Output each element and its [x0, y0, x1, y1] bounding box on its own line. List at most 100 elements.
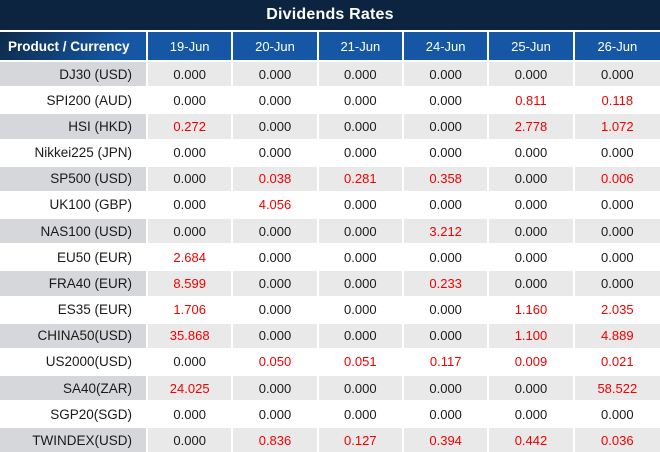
value-cell: 0.000: [574, 245, 660, 272]
value-cell: 0.000: [148, 428, 234, 452]
value-cell: 0.000: [233, 245, 319, 272]
product-cell: EU50 (EUR): [0, 245, 148, 272]
value-cell: 0.000: [403, 140, 490, 167]
column-header-date: 25-Jun: [489, 32, 575, 62]
value-cell: 0.000: [318, 245, 404, 272]
value-cell: 0.000: [233, 402, 319, 429]
column-header-date: 21-Jun: [318, 32, 404, 62]
value-cell: 0.036: [574, 428, 660, 452]
value-cell: 0.811: [489, 88, 575, 115]
value-cell: 0.000: [318, 297, 404, 324]
value-cell: 0.394: [403, 428, 490, 452]
product-cell: Nikkei225 (JPN): [0, 140, 148, 167]
value-cell: 2.778: [489, 114, 575, 141]
value-cell: 0.000: [489, 192, 575, 220]
value-cell: 0.000: [489, 219, 575, 246]
value-cell: 0.000: [233, 376, 319, 403]
value-cell: 0.000: [318, 62, 404, 89]
value-cell: 0.000: [489, 62, 575, 89]
value-cell: 0.272: [148, 114, 234, 141]
value-cell: 0.000: [574, 271, 660, 298]
value-cell: 0.358: [403, 166, 490, 193]
value-cell: 1.072: [574, 114, 660, 141]
value-cell: 0.000: [233, 271, 319, 298]
value-cell: 0.000: [318, 114, 404, 141]
value-cell: 0.000: [489, 140, 575, 167]
value-cell: 1.706: [148, 297, 234, 324]
table-row: UK100 (GBP) 0.000 4.056 0.000 0.000 0.000 0.00…: [0, 192, 660, 220]
value-cell: 0.000: [233, 114, 319, 141]
dividends-table: Product / Currency 19-Jun 20-Jun 21-Jun 24-…: [0, 32, 660, 452]
value-cell: 0.000: [233, 297, 319, 324]
value-cell: 0.000: [233, 323, 319, 350]
column-header-product-currency: Product / Currency: [0, 32, 148, 62]
value-cell: 0.000: [318, 192, 404, 220]
product-cell: ES35 (EUR): [0, 297, 148, 324]
value-cell: 0.000: [489, 376, 575, 403]
value-cell: 0.000: [318, 140, 404, 167]
value-cell: 0.000: [403, 402, 490, 429]
value-cell: 2.684: [148, 245, 234, 272]
value-cell: 0.000: [574, 62, 660, 89]
value-cell: 0.021: [574, 349, 660, 377]
value-cell: 0.836: [233, 428, 319, 452]
value-cell: 0.117: [403, 349, 490, 377]
value-cell: 0.000: [233, 62, 319, 89]
product-cell: TWINDEX(USD): [0, 428, 148, 452]
table-row: US2000(USD) 0.000 0.050 0.051 0.117 0.009 0.02…: [0, 349, 660, 377]
table-row: SGP20(SGD) 0.000 0.000 0.000 0.000 0.000 0.000: [0, 402, 660, 429]
value-cell: 35.868: [148, 323, 234, 350]
value-cell: 0.000: [318, 271, 404, 298]
value-cell: 0.000: [148, 140, 234, 167]
value-cell: 0.000: [318, 88, 404, 115]
value-cell: 3.212: [403, 219, 490, 246]
value-cell: 0.000: [318, 402, 404, 429]
table-header: Product / Currency 19-Jun 20-Jun 21-Jun 24-…: [0, 32, 660, 62]
table-body: DJ30 (USD) 0.000 0.000 0.000 0.000 0.000 0.000…: [0, 62, 660, 452]
value-cell: 0.000: [148, 62, 234, 89]
table-row: ES35 (EUR) 1.706 0.000 0.000 0.000 1.160 2.035: [0, 297, 660, 324]
header-row: Product / Currency 19-Jun 20-Jun 21-Jun 24-…: [0, 32, 660, 62]
value-cell: 58.522: [574, 376, 660, 403]
product-cell: HSI (HKD): [0, 114, 148, 141]
value-cell: 0.000: [318, 376, 404, 403]
product-cell: SA40(ZAR): [0, 376, 148, 403]
product-cell: US2000(USD): [0, 349, 148, 377]
value-cell: 0.281: [318, 166, 404, 193]
value-cell: 2.035: [574, 297, 660, 324]
table-row: EU50 (EUR) 2.684 0.000 0.000 0.000 0.000 0.000: [0, 245, 660, 272]
value-cell: 1.160: [489, 297, 575, 324]
value-cell: 0.000: [148, 192, 234, 220]
value-cell: 0.038: [233, 166, 319, 193]
product-cell: UK100 (GBP): [0, 192, 148, 220]
value-cell: 4.056: [233, 192, 319, 220]
table-row: SPI200 (AUD) 0.000 0.000 0.000 0.000 0.811 0.1…: [0, 88, 660, 115]
value-cell: 0.000: [233, 140, 319, 167]
value-cell: 0.000: [148, 349, 234, 377]
table-row: FRA40 (EUR) 8.599 0.000 0.000 0.233 0.000 0.00…: [0, 271, 660, 298]
table-row: CHINA50(USD) 35.868 0.000 0.000 0.000 1.100 4.…: [0, 323, 660, 350]
value-cell: 0.000: [403, 192, 490, 220]
value-cell: 0.000: [318, 219, 404, 246]
table-row: HSI (HKD) 0.272 0.000 0.000 0.000 2.778 1.072: [0, 114, 660, 141]
table-row: Nikkei225 (JPN) 0.000 0.000 0.000 0.000 0.000…: [0, 140, 660, 167]
value-cell: 0.000: [148, 219, 234, 246]
product-cell: CHINA50(USD): [0, 323, 148, 350]
value-cell: 0.000: [403, 114, 490, 141]
value-cell: 0.000: [403, 62, 490, 89]
value-cell: 0.050: [233, 349, 319, 377]
value-cell: 0.051: [318, 349, 404, 377]
table-row: DJ30 (USD) 0.000 0.000 0.000 0.000 0.000 0.000: [0, 62, 660, 89]
product-cell: FRA40 (EUR): [0, 271, 148, 298]
product-cell: NAS100 (USD): [0, 219, 148, 246]
value-cell: 0.000: [318, 323, 404, 350]
table-row: SP500 (USD) 0.000 0.038 0.281 0.358 0.000 0.00…: [0, 166, 660, 193]
column-header-date: 20-Jun: [233, 32, 319, 62]
product-cell: DJ30 (USD): [0, 62, 148, 89]
value-cell: 0.000: [403, 297, 490, 324]
value-cell: 0.000: [403, 323, 490, 350]
column-header-date: 26-Jun: [574, 32, 660, 62]
value-cell: 0.000: [403, 376, 490, 403]
product-cell: SPI200 (AUD): [0, 88, 148, 115]
